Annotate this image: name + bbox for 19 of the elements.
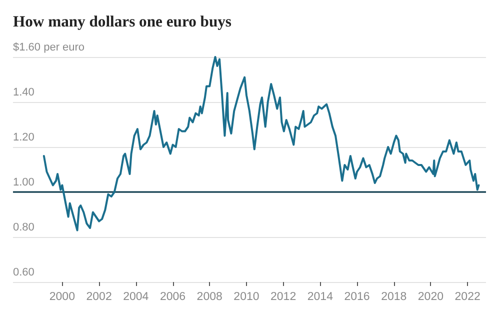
x-tick-label: 2008 [196,291,222,303]
x-tick-label: 2010 [234,291,260,303]
x-tick-label: 2014 [307,291,334,303]
x-tick-label: 2000 [49,291,75,303]
y-tick-label: 1.00 [13,176,34,188]
x-tick-label: 2012 [270,291,296,303]
y-tick-label: $1.60 per euro [13,42,85,54]
chart-title: How many dollars one euro buys [13,14,232,30]
y-tick-label: 1.20 [13,132,34,144]
x-tick-label: 2022 [454,291,480,303]
x-tick-label: 2006 [160,291,186,303]
y-tick-label: 1.40 [13,86,34,98]
x-tick-label: 2020 [418,291,444,303]
x-tick-label: 2002 [86,291,112,303]
y-tick-label: 0.80 [13,222,34,234]
x-tick-label: 2016 [344,291,370,303]
x-tick-label: 2004 [123,291,150,303]
y-tick-label: 0.60 [13,266,34,278]
x-tick-label: 2018 [381,291,407,303]
